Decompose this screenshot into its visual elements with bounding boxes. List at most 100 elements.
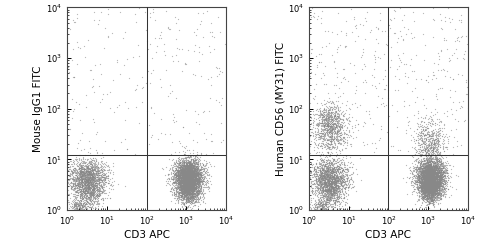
Point (434, 171, 442, 175)
Point (181, 191, 189, 195)
Point (321, 193, 329, 197)
Point (327, 126, 335, 130)
Point (433, 175, 441, 179)
Point (327, 141, 335, 144)
Point (421, 189, 429, 193)
Point (423, 165, 431, 168)
Point (420, 186, 427, 190)
Point (425, 175, 432, 179)
Point (182, 178, 190, 182)
Point (185, 184, 193, 188)
Point (85, 179, 93, 183)
Point (79, 205, 86, 209)
Point (110, 110, 118, 114)
Point (420, 182, 428, 186)
Point (182, 170, 190, 174)
Point (184, 176, 192, 180)
Point (85, 167, 93, 171)
Point (432, 178, 439, 182)
Point (337, 181, 345, 185)
Point (189, 170, 197, 174)
Point (342, 108, 349, 112)
Point (179, 167, 187, 171)
Point (433, 185, 441, 189)
Point (68, 58, 76, 62)
Point (168, 141, 176, 144)
Point (170, 181, 178, 185)
Point (427, 164, 434, 168)
Point (334, 186, 341, 190)
Point (433, 176, 441, 180)
Point (100, 172, 108, 176)
Point (187, 176, 194, 180)
Point (434, 189, 442, 193)
Point (189, 188, 196, 192)
Point (179, 169, 186, 173)
Point (97, 182, 105, 185)
Point (83, 186, 91, 190)
Point (328, 175, 336, 179)
Point (173, 173, 181, 177)
Point (85, 178, 93, 182)
Point (84, 172, 91, 176)
Point (318, 129, 325, 133)
Point (179, 189, 187, 193)
Point (80, 193, 88, 197)
Point (174, 162, 181, 166)
Point (425, 171, 432, 175)
Point (332, 189, 340, 193)
Point (436, 173, 444, 177)
Point (327, 195, 335, 199)
Point (80, 195, 88, 199)
Point (425, 187, 432, 191)
Point (427, 172, 435, 176)
Point (339, 199, 347, 203)
Point (191, 156, 198, 160)
Point (322, 116, 329, 120)
Point (432, 171, 440, 175)
Point (177, 188, 184, 192)
Point (185, 180, 193, 184)
Point (327, 174, 335, 178)
Point (194, 163, 202, 166)
Point (79, 172, 86, 176)
Point (419, 164, 427, 168)
Point (427, 184, 435, 188)
Point (169, 177, 177, 181)
Point (430, 176, 438, 180)
Point (421, 174, 429, 178)
Point (95, 173, 103, 177)
Point (172, 167, 180, 171)
Point (312, 178, 320, 182)
Point (431, 189, 439, 193)
Point (85, 197, 93, 201)
Point (318, 189, 326, 193)
Point (184, 164, 192, 168)
Point (174, 168, 181, 172)
Point (427, 177, 434, 181)
Point (352, 135, 360, 139)
Point (328, 184, 336, 187)
Point (191, 158, 198, 162)
Point (425, 182, 432, 186)
Point (185, 192, 192, 196)
Point (196, 179, 204, 183)
Point (420, 181, 428, 185)
Point (177, 175, 185, 179)
Point (428, 184, 435, 188)
Point (326, 115, 334, 119)
Point (427, 182, 434, 186)
Point (424, 191, 432, 195)
Point (333, 164, 341, 168)
Point (328, 127, 336, 131)
Point (177, 177, 184, 181)
Point (434, 182, 442, 186)
Point (179, 176, 187, 180)
Point (89, 176, 96, 180)
Point (421, 159, 429, 163)
Point (421, 171, 429, 175)
Point (75, 203, 83, 207)
Point (182, 169, 190, 173)
Point (320, 205, 327, 209)
Point (176, 190, 183, 194)
